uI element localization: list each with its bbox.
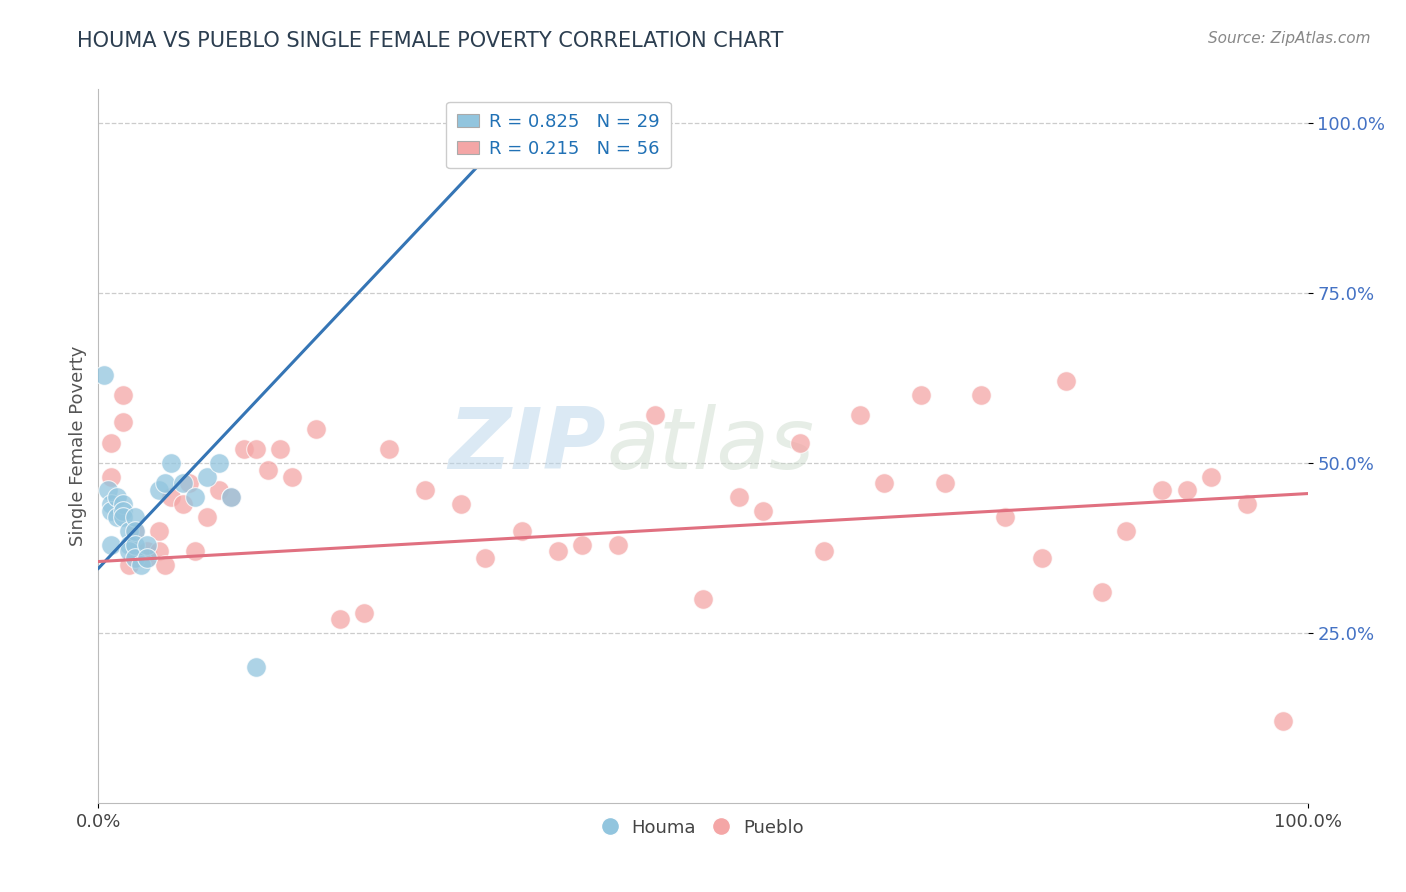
Point [135, 551, 157, 566]
Point [111, 415, 134, 429]
Point [148, 544, 170, 558]
Point [377, 442, 399, 457]
Point [124, 544, 146, 558]
Point [728, 490, 751, 504]
Point [208, 483, 231, 498]
Point [970, 388, 993, 402]
Point [135, 551, 157, 566]
Point [450, 497, 472, 511]
Point [148, 524, 170, 538]
Point [195, 469, 218, 483]
Point [873, 476, 896, 491]
Point [221, 490, 243, 504]
Point [153, 558, 176, 572]
Point [118, 558, 141, 572]
Point [571, 537, 593, 551]
Point [100, 469, 122, 483]
Point [153, 476, 176, 491]
Point [221, 490, 243, 504]
Point [97, 483, 120, 498]
Point [245, 442, 267, 457]
Point [124, 524, 146, 538]
Point [105, 510, 128, 524]
Point [692, 591, 714, 606]
Point [135, 544, 157, 558]
Point [1091, 585, 1114, 599]
Point [111, 503, 134, 517]
Text: ZIP: ZIP [449, 404, 606, 488]
Point [100, 435, 122, 450]
Legend: Houma, Pueblo: Houma, Pueblo [595, 812, 811, 844]
Point [160, 456, 183, 470]
Point [256, 463, 278, 477]
Point [100, 503, 122, 517]
Point [160, 490, 183, 504]
Point [195, 510, 218, 524]
Point [1031, 551, 1053, 566]
Point [111, 510, 134, 524]
Text: HOUMA VS PUEBLO SINGLE FEMALE POVERTY CORRELATION CHART: HOUMA VS PUEBLO SINGLE FEMALE POVERTY CO… [77, 31, 783, 51]
Point [135, 537, 157, 551]
Point [305, 422, 328, 436]
Point [269, 442, 291, 457]
Point [510, 524, 533, 538]
Point [93, 368, 115, 382]
Point [849, 409, 872, 423]
Point [105, 490, 128, 504]
Point [111, 497, 134, 511]
Point [184, 544, 207, 558]
Text: atlas: atlas [606, 404, 814, 488]
Point [124, 524, 146, 538]
Point [118, 544, 141, 558]
Point [179, 476, 201, 491]
Point [208, 456, 231, 470]
Point [413, 483, 436, 498]
Point [752, 503, 775, 517]
Y-axis label: Single Female Poverty: Single Female Poverty [69, 346, 87, 546]
Point [1199, 469, 1222, 483]
Point [1175, 483, 1198, 498]
Point [129, 558, 152, 572]
Point [1115, 524, 1137, 538]
Point [813, 544, 835, 558]
Point [281, 469, 304, 483]
Point [118, 524, 141, 538]
Point [353, 606, 375, 620]
Point [118, 537, 141, 551]
Point [184, 490, 207, 504]
Point [789, 435, 811, 450]
Point [148, 483, 170, 498]
Point [1272, 714, 1295, 729]
Point [910, 388, 932, 402]
Point [934, 476, 956, 491]
Point [607, 537, 630, 551]
Point [124, 537, 146, 551]
Point [172, 476, 194, 491]
Point [1152, 483, 1174, 498]
Point [124, 510, 146, 524]
Point [644, 409, 666, 423]
Point [1054, 375, 1077, 389]
Point [245, 660, 267, 674]
Point [232, 442, 254, 457]
Point [172, 497, 194, 511]
Point [1236, 497, 1258, 511]
Point [547, 544, 569, 558]
Point [474, 551, 496, 566]
Point [100, 537, 122, 551]
Point [329, 612, 352, 626]
Point [994, 510, 1017, 524]
Point [124, 551, 146, 566]
Point [100, 497, 122, 511]
Text: Source: ZipAtlas.com: Source: ZipAtlas.com [1208, 31, 1371, 46]
Point [111, 388, 134, 402]
